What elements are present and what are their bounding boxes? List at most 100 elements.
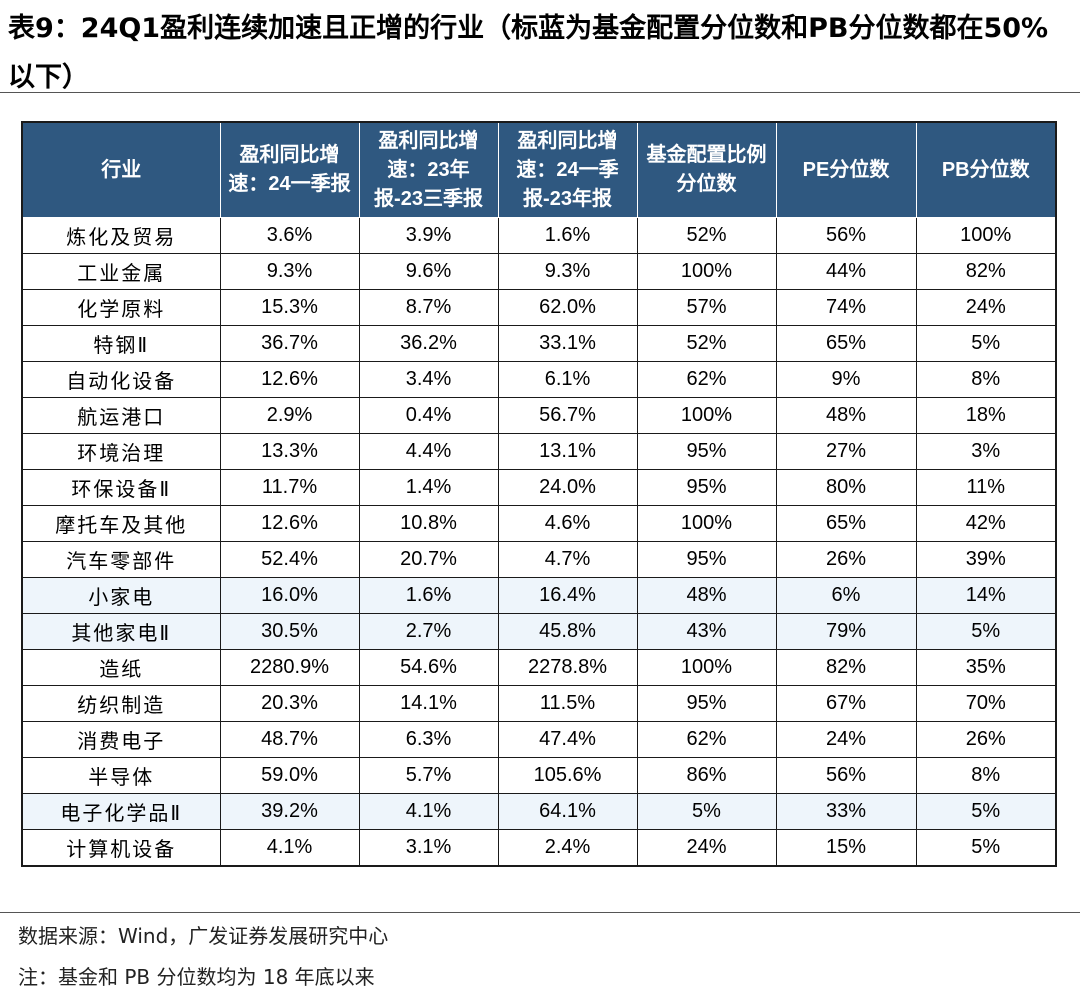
cell-24q1-minus-23fy: 2.4% xyxy=(497,829,638,867)
table-row: 消费电子 48.7% 6.3% 47.4% 62% 24% 26% xyxy=(21,721,1057,758)
col-header-pb-pct: PB分位数 xyxy=(915,121,1057,218)
col-header-yoy-24q1: 盈利同比增速：24一季报 xyxy=(219,121,360,218)
col-header-pe-pct: PE分位数 xyxy=(775,121,917,218)
cell-pe-pct: 26% xyxy=(775,541,917,578)
cell-fund-allocation-pct: 57% xyxy=(636,289,777,326)
table-row: 特钢Ⅱ 36.7% 36.2% 33.1% 52% 65% 5% xyxy=(21,325,1057,362)
cell-pb-pct: 11% xyxy=(915,469,1057,506)
cell-pb-pct: 18% xyxy=(915,397,1057,434)
cell-yoy-24q1: 20.3% xyxy=(219,685,360,722)
cell-fund-allocation-pct: 95% xyxy=(636,469,777,506)
cell-23fy-minus-23q3: 6.3% xyxy=(358,721,499,758)
cell-industry: 炼化及贸易 xyxy=(21,217,221,254)
cell-23fy-minus-23q3: 20.7% xyxy=(358,541,499,578)
cell-yoy-24q1: 12.6% xyxy=(219,505,360,542)
cell-fund-allocation-pct: 52% xyxy=(636,217,777,254)
cell-fund-allocation-pct: 86% xyxy=(636,757,777,794)
cell-23fy-minus-23q3: 3.4% xyxy=(358,361,499,398)
table-row: 环境治理 13.3% 4.4% 13.1% 95% 27% 3% xyxy=(21,433,1057,470)
cell-pb-pct: 5% xyxy=(915,829,1057,867)
table-row: 环保设备Ⅱ 11.7% 1.4% 24.0% 95% 80% 11% xyxy=(21,469,1057,506)
cell-pb-pct: 70% xyxy=(915,685,1057,722)
cell-pb-pct: 35% xyxy=(915,649,1057,686)
cell-23fy-minus-23q3: 9.6% xyxy=(358,253,499,290)
table-row: 炼化及贸易 3.6% 3.9% 1.6% 52% 56% 100% xyxy=(21,217,1057,254)
cell-24q1-minus-23fy: 9.3% xyxy=(497,253,638,290)
cell-24q1-minus-23fy: 64.1% xyxy=(497,793,638,830)
cell-pb-pct: 100% xyxy=(915,217,1057,254)
cell-yoy-24q1: 15.3% xyxy=(219,289,360,326)
cell-pe-pct: 67% xyxy=(775,685,917,722)
cell-industry: 化学原料 xyxy=(21,289,221,326)
title-divider xyxy=(0,92,1080,93)
cell-fund-allocation-pct: 100% xyxy=(636,397,777,434)
col-header-industry: 行业 xyxy=(21,121,221,218)
cell-23fy-minus-23q3: 2.7% xyxy=(358,613,499,650)
cell-yoy-24q1: 4.1% xyxy=(219,829,360,867)
table-row: 自动化设备 12.6% 3.4% 6.1% 62% 9% 8% xyxy=(21,361,1057,398)
cell-23fy-minus-23q3: 14.1% xyxy=(358,685,499,722)
table-row: 其他家电Ⅱ 30.5% 2.7% 45.8% 43% 79% 5% xyxy=(21,613,1057,650)
cell-industry: 消费电子 xyxy=(21,721,221,758)
cell-yoy-24q1: 13.3% xyxy=(219,433,360,470)
table-row: 小家电 16.0% 1.6% 16.4% 48% 6% 14% xyxy=(21,577,1057,614)
cell-pb-pct: 8% xyxy=(915,757,1057,794)
cell-24q1-minus-23fy: 45.8% xyxy=(497,613,638,650)
cell-industry: 自动化设备 xyxy=(21,361,221,398)
cell-yoy-24q1: 59.0% xyxy=(219,757,360,794)
cell-pe-pct: 79% xyxy=(775,613,917,650)
cell-24q1-minus-23fy: 2278.8% xyxy=(497,649,638,686)
cell-23fy-minus-23q3: 5.7% xyxy=(358,757,499,794)
cell-yoy-24q1: 39.2% xyxy=(219,793,360,830)
cell-pe-pct: 48% xyxy=(775,397,917,434)
cell-pe-pct: 65% xyxy=(775,505,917,542)
cell-pb-pct: 8% xyxy=(915,361,1057,398)
cell-pe-pct: 44% xyxy=(775,253,917,290)
cell-pb-pct: 42% xyxy=(915,505,1057,542)
cell-industry: 纺织制造 xyxy=(21,685,221,722)
cell-fund-allocation-pct: 100% xyxy=(636,649,777,686)
cell-23fy-minus-23q3: 3.9% xyxy=(358,217,499,254)
table-row: 汽车零部件 52.4% 20.7% 4.7% 95% 26% 39% xyxy=(21,541,1057,578)
table-body: 炼化及贸易 3.6% 3.9% 1.6% 52% 56% 100% 工业金属 9.3% 9.6% 9… xyxy=(21,217,1057,867)
col-header-23fy-minus-23q3: 盈利同比增速：23年报-23三季报 xyxy=(358,121,499,218)
table-row: 摩托车及其他 12.6% 10.8% 4.6% 100% 65% 42% xyxy=(21,505,1057,542)
cell-pe-pct: 24% xyxy=(775,721,917,758)
cell-24q1-minus-23fy: 11.5% xyxy=(497,685,638,722)
cell-yoy-24q1: 2280.9% xyxy=(219,649,360,686)
cell-pb-pct: 26% xyxy=(915,721,1057,758)
cell-fund-allocation-pct: 62% xyxy=(636,721,777,758)
cell-industry: 半导体 xyxy=(21,757,221,794)
cell-industry: 小家电 xyxy=(21,577,221,614)
cell-fund-allocation-pct: 24% xyxy=(636,829,777,867)
table-row: 纺织制造 20.3% 14.1% 11.5% 95% 67% 70% xyxy=(21,685,1057,722)
cell-fund-allocation-pct: 48% xyxy=(636,577,777,614)
cell-fund-allocation-pct: 62% xyxy=(636,361,777,398)
cell-24q1-minus-23fy: 24.0% xyxy=(497,469,638,506)
cell-23fy-minus-23q3: 0.4% xyxy=(358,397,499,434)
table-row: 工业金属 9.3% 9.6% 9.3% 100% 44% 82% xyxy=(21,253,1057,290)
footnote: 注：基金和 PB 分位数均为 18 年底以来 xyxy=(18,965,375,989)
cell-industry: 汽车零部件 xyxy=(21,541,221,578)
cell-industry: 其他家电Ⅱ xyxy=(21,613,221,650)
cell-yoy-24q1: 52.4% xyxy=(219,541,360,578)
cell-fund-allocation-pct: 95% xyxy=(636,685,777,722)
cell-pe-pct: 74% xyxy=(775,289,917,326)
cell-yoy-24q1: 9.3% xyxy=(219,253,360,290)
cell-24q1-minus-23fy: 47.4% xyxy=(497,721,638,758)
source-note: 数据来源：Wind，广发证券发展研究中心 xyxy=(18,924,389,948)
cell-fund-allocation-pct: 95% xyxy=(636,433,777,470)
cell-yoy-24q1: 16.0% xyxy=(219,577,360,614)
industry-table: 行业 盈利同比增速：24一季报 盈利同比增速：23年报-23三季报 盈利同比增速… xyxy=(21,121,1057,867)
cell-fund-allocation-pct: 95% xyxy=(636,541,777,578)
cell-pe-pct: 27% xyxy=(775,433,917,470)
cell-24q1-minus-23fy: 56.7% xyxy=(497,397,638,434)
table-row: 造纸 2280.9% 54.6% 2278.8% 100% 82% 35% xyxy=(21,649,1057,686)
cell-pe-pct: 9% xyxy=(775,361,917,398)
cell-industry: 特钢Ⅱ xyxy=(21,325,221,362)
cell-industry: 摩托车及其他 xyxy=(21,505,221,542)
table-row: 航运港口 2.9% 0.4% 56.7% 100% 48% 18% xyxy=(21,397,1057,434)
cell-24q1-minus-23fy: 105.6% xyxy=(497,757,638,794)
cell-pb-pct: 39% xyxy=(915,541,1057,578)
cell-pe-pct: 80% xyxy=(775,469,917,506)
